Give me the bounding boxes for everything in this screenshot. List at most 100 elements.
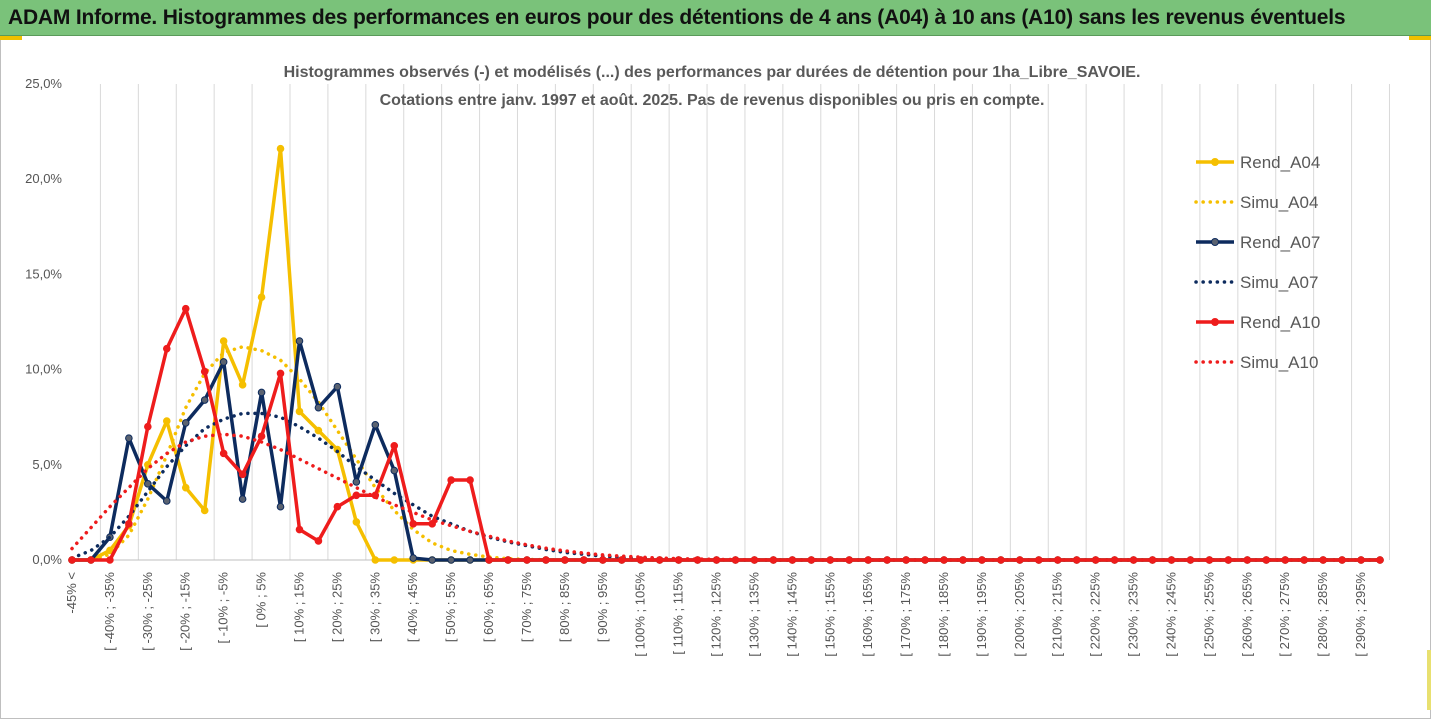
y-tick-label: 15,0%: [25, 266, 62, 281]
series-simu-a10: [70, 432, 1382, 562]
x-tick-label: [ 30% ; 35%: [367, 572, 382, 643]
data-point: [314, 426, 323, 435]
report-banner: ADAM Informe. Histogrammes des performan…: [0, 0, 1431, 36]
y-tick-label: 20,0%: [25, 171, 62, 186]
x-tick-label: [ 160% ; 165%: [860, 572, 875, 657]
data-point: [87, 556, 95, 564]
x-tick-label: [ 10% ; 15%: [291, 572, 306, 643]
data-point: [333, 502, 342, 511]
data-point: [352, 518, 361, 526]
report-title: ADAM Informe. Histogrammes des performan…: [8, 6, 1346, 29]
series-simu-a04: [70, 345, 1382, 562]
data-point: [523, 556, 531, 564]
legend-item-simu-a04: Simu_A04: [1194, 193, 1318, 212]
data-point: [504, 556, 512, 564]
x-tick-label: [ 240% ; 245%: [1163, 572, 1178, 657]
data-point: [352, 478, 361, 486]
data-point: [371, 421, 380, 429]
data-point: [238, 381, 247, 389]
data-point: [162, 344, 171, 353]
data-point: [409, 520, 418, 528]
x-tick-label: [ -20% ; -15%: [178, 572, 193, 651]
x-tick-label: [ 190% ; 195%: [974, 572, 989, 657]
data-point: [257, 293, 266, 302]
data-point: [561, 556, 569, 564]
data-point: [238, 470, 247, 479]
data-point: [276, 369, 285, 378]
frame-corner-handle-left: [0, 36, 22, 40]
data-point: [219, 337, 228, 345]
legend-label: Rend_A10: [1240, 313, 1320, 332]
series-rend-a10: [68, 304, 1384, 564]
y-tick-label: 0,0%: [32, 552, 62, 567]
chart-subtitle-line-1: Histogrammes observés (-) et modélisés (…: [284, 64, 1141, 81]
data-point: [409, 554, 418, 562]
legend-marker: [1211, 238, 1219, 246]
series-layer: [68, 144, 1384, 564]
y-tick-label: 5,0%: [32, 457, 62, 472]
legend-label: Simu_A04: [1240, 193, 1318, 212]
data-point: [466, 476, 474, 484]
data-point: [542, 556, 550, 564]
data-point: [181, 419, 190, 427]
data-point: [144, 422, 152, 431]
y-tick-label: 10,0%: [25, 362, 62, 377]
data-point: [125, 434, 133, 442]
legend-label: Rend_A04: [1240, 153, 1320, 172]
x-tick-label: [ 270% ; 275%: [1277, 572, 1292, 657]
x-tick-label: [ 20% ; 25%: [329, 572, 344, 643]
data-point: [238, 495, 247, 503]
x-tick-label: [ 220% ; 225%: [1088, 572, 1103, 657]
series-line-simu-a04: [70, 345, 1382, 562]
data-point: [181, 304, 190, 313]
x-tick-label: [ 290% ; 295%: [1353, 572, 1368, 657]
data-point: [447, 556, 455, 564]
data-point: [162, 497, 171, 505]
x-tick-label: [ 180% ; 185%: [936, 572, 951, 657]
x-tick-label: [ -30% ; -25%: [140, 572, 155, 651]
data-point: [390, 441, 399, 450]
x-tick-label: [ 200% ; 205%: [1012, 572, 1027, 657]
data-point: [371, 556, 380, 564]
x-tick-label: [ 170% ; 175%: [898, 572, 913, 657]
x-tick-label: [ 50% ; 55%: [443, 572, 458, 643]
x-tick-label: [ 150% ; 155%: [822, 572, 837, 657]
x-tick-label: [ 40% ; 45%: [405, 572, 420, 643]
x-tick-label: [ 130% ; 135%: [746, 572, 761, 657]
y-axis: 0,0% 5,0% 10,0% 15,0% 20,0% 25,0%: [25, 76, 62, 567]
legend-item-rend-a07: Rend_A07: [1196, 233, 1320, 252]
data-point: [447, 476, 455, 484]
legend: Rend_A04 Simu_A04 Rend_A07 Simu_A07 Rend_A10…: [1194, 153, 1320, 372]
x-tick-label: [ 70% ; 75%: [519, 572, 534, 643]
data-point: [276, 144, 285, 153]
data-point: [200, 367, 209, 376]
y-tick-label: 25,0%: [25, 76, 62, 91]
series-rend-a04: [68, 144, 1384, 564]
data-point: [219, 449, 228, 458]
x-tick-label: [ 250% ; 255%: [1201, 572, 1216, 657]
grid-lines: [99, 84, 1390, 560]
legend-label: Simu_A07: [1240, 273, 1318, 292]
data-point: [390, 556, 399, 564]
data-point: [295, 407, 304, 416]
data-point: [200, 506, 209, 515]
data-point: [68, 556, 76, 564]
data-point: [390, 466, 399, 475]
x-tick-label: [ 80% ; 85%: [557, 572, 572, 643]
x-tick-label: [ 210% ; 215%: [1050, 572, 1065, 657]
x-tick-label: [ 110% ; 115%: [671, 572, 686, 655]
x-tick-label: [ 280% ; 285%: [1315, 572, 1330, 657]
data-point: [257, 388, 266, 397]
data-point: [106, 556, 114, 564]
data-point: [276, 502, 285, 511]
x-tick-label: -45% <: [64, 572, 79, 614]
x-tick-label: [ 140% ; 145%: [784, 572, 799, 657]
data-point: [580, 556, 588, 564]
legend-item-simu-a10: Simu_A10: [1194, 353, 1318, 372]
x-tick-label: [ 120% ; 125%: [709, 572, 724, 657]
data-point: [485, 556, 493, 564]
legend-item-simu-a07: Simu_A07: [1194, 273, 1318, 292]
x-tick-label: [ 100% ; 105%: [633, 572, 648, 657]
data-point: [144, 480, 152, 488]
data-point: [636, 556, 645, 564]
